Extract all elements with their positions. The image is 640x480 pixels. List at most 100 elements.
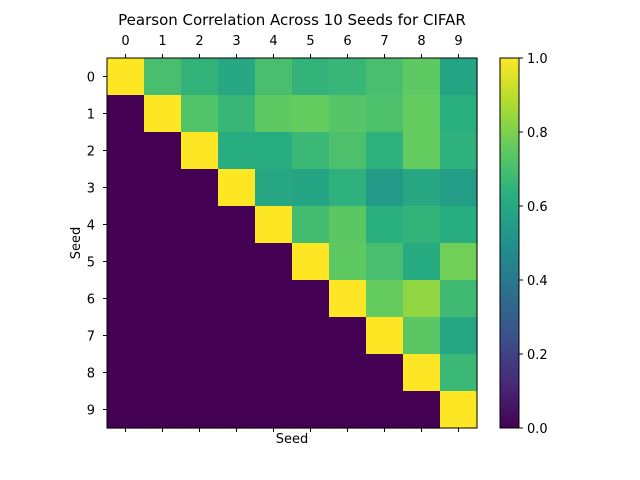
heatmap-cell-4-4: [255, 206, 293, 244]
heatmap-cell-2-0: [107, 132, 145, 170]
heatmap-cell-1-4: [255, 95, 293, 133]
heatmap-cell-7-7: [366, 317, 404, 355]
heatmap-cell-5-5: [292, 243, 330, 281]
x-tick-label: 6: [343, 34, 351, 49]
colorbar-tick-label: 0.0: [527, 422, 548, 437]
colorbar-tick-label: 0.8: [527, 126, 548, 141]
heatmap-cell-8-6: [329, 354, 367, 392]
x-tick-label: 5: [306, 34, 314, 49]
heatmap-cell-9-7: [366, 391, 404, 429]
heatmap-cell-7-8: [403, 317, 441, 355]
heatmap-cells: [107, 58, 478, 429]
x-tick-label: 2: [195, 34, 203, 49]
heatmap-cell-9-4: [255, 391, 293, 429]
y-tick-label: 6: [87, 293, 95, 308]
heatmap-cell-1-1: [144, 95, 182, 133]
heatmap-cell-6-8: [403, 280, 441, 318]
heatmap-cell-3-9: [440, 169, 478, 207]
heatmap-cell-4-6: [329, 206, 367, 244]
x-tick-label: 3: [232, 34, 240, 49]
heatmap-cell-8-9: [440, 354, 478, 392]
y-tick-label: 5: [87, 256, 95, 271]
heatmap-cell-8-8: [403, 354, 441, 392]
heatmap-cell-1-0: [107, 95, 145, 133]
heatmap-cell-3-8: [403, 169, 441, 207]
heatmap-cell-2-4: [255, 132, 293, 170]
heatmap-cell-2-9: [440, 132, 478, 170]
heatmap-cell-3-5: [292, 169, 330, 207]
heatmap-frame: [106, 57, 478, 429]
heatmap-cell-3-1: [144, 169, 182, 207]
heatmap-cell-1-8: [403, 95, 441, 133]
y-tick-label: 0: [87, 71, 95, 86]
y-tick-label: 4: [87, 219, 95, 234]
heatmap-cell-0-1: [144, 58, 182, 96]
heatmap-cell-2-2: [181, 132, 219, 170]
heatmap-cell-4-8: [403, 206, 441, 244]
heatmap-cell-9-8: [403, 391, 441, 429]
heatmap-cell-5-0: [107, 243, 145, 281]
heatmap-cell-1-2: [181, 95, 219, 133]
heatmap-cell-2-1: [144, 132, 182, 170]
heatmap-cell-0-8: [403, 58, 441, 96]
x-tick-label: 7: [380, 34, 388, 49]
heatmap-cell-7-6: [329, 317, 367, 355]
heatmap-cell-9-2: [181, 391, 219, 429]
heatmap-cell-0-3: [218, 58, 256, 96]
heatmap-cell-6-7: [366, 280, 404, 318]
heatmap-cell-9-3: [218, 391, 256, 429]
x-tick-label: 9: [454, 34, 462, 49]
heatmap-cell-4-1: [144, 206, 182, 244]
heatmap-cell-6-9: [440, 280, 478, 318]
heatmap-cell-4-9: [440, 206, 478, 244]
heatmap-cell-6-6: [329, 280, 367, 318]
colorbar-tick-label: 0.4: [527, 274, 548, 289]
heatmap-cell-8-7: [366, 354, 404, 392]
heatmap-cell-5-9: [440, 243, 478, 281]
y-axis-label: Seed: [69, 227, 84, 260]
y-tick-label: 7: [87, 330, 95, 345]
heatmap-cell-9-5: [292, 391, 330, 429]
heatmap-cell-1-6: [329, 95, 367, 133]
colorbar-tick-label: 0.6: [527, 200, 548, 215]
colorbar-tick-label: 0.2: [527, 348, 548, 363]
colorbar-ticks: 0.0 0.2 0.4 0.6 0.8 1.0: [519, 52, 548, 437]
heatmap-cell-7-9: [440, 317, 478, 355]
x-tick-label: 0: [121, 34, 129, 49]
heatmap-cell-1-5: [292, 95, 330, 133]
heatmap-cell-6-3: [218, 280, 256, 318]
heatmap-cell-8-4: [255, 354, 293, 392]
heatmap-cell-1-9: [440, 95, 478, 133]
heatmap-cell-7-5: [292, 317, 330, 355]
heatmap-cell-4-5: [292, 206, 330, 244]
x-axis-bottom-ticks: [125, 428, 459, 432]
colorbar: [499, 57, 520, 429]
x-axis-label: Seed: [276, 432, 309, 447]
heatmap-cell-5-8: [403, 243, 441, 281]
heatmap-cell-7-4: [255, 317, 293, 355]
heatmap-cell-0-0: [107, 58, 145, 96]
y-tick-label: 2: [87, 145, 95, 160]
heatmap-cell-6-2: [181, 280, 219, 318]
heatmap-cell-4-7: [366, 206, 404, 244]
heatmap-cell-7-1: [144, 317, 182, 355]
heatmap-cell-5-7: [366, 243, 404, 281]
heatmap-cell-2-7: [366, 132, 404, 170]
heatmap-cell-2-3: [218, 132, 256, 170]
heatmap-cell-1-3: [218, 95, 256, 133]
y-tick-label: 8: [87, 367, 95, 382]
heatmap-cell-7-2: [181, 317, 219, 355]
heatmap-cell-6-0: [107, 280, 145, 318]
heatmap-cell-7-3: [218, 317, 256, 355]
heatmap-cell-0-6: [329, 58, 367, 96]
heatmap-cell-8-5: [292, 354, 330, 392]
heatmap-cell-6-4: [255, 280, 293, 318]
heatmap-cell-5-2: [181, 243, 219, 281]
heatmap-cell-0-7: [366, 58, 404, 96]
heatmap-cell-3-3: [218, 169, 256, 207]
heatmap-cell-5-1: [144, 243, 182, 281]
heatmap-cell-8-1: [144, 354, 182, 392]
heatmap-cell-0-5: [292, 58, 330, 96]
x-axis-top-ticks: 0 1 2 3 4 5 6 7 8 9: [121, 34, 463, 58]
